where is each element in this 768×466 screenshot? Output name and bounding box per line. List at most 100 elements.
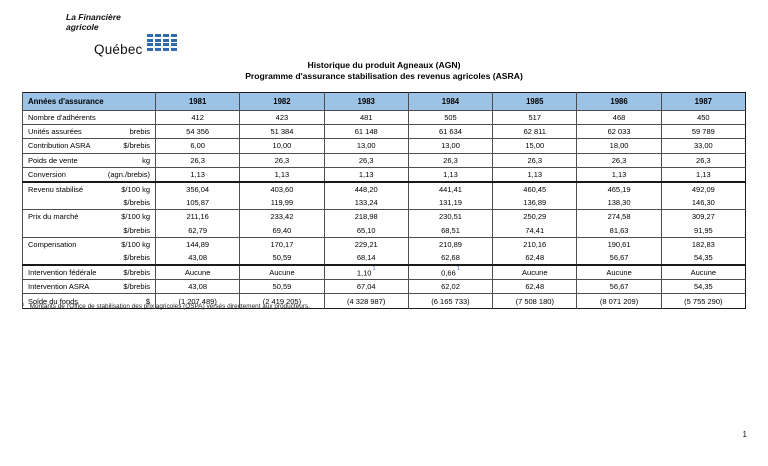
- value-cell: 481: [323, 109, 409, 125]
- value-cell: 309,27: [660, 209, 746, 224]
- value-cell: 26,3: [407, 152, 493, 168]
- value-cell: 517: [492, 109, 577, 125]
- value-cell: 1,13: [576, 166, 662, 182]
- header-year-1986: 1986: [576, 92, 662, 111]
- value-cell: 210,16: [492, 236, 577, 251]
- row-label: Intervention fédérale: [28, 268, 97, 278]
- value-cell: 43,08: [154, 250, 240, 266]
- value-cell: 54 356: [154, 124, 240, 139]
- value-cell: 26,3: [492, 152, 577, 168]
- value-cell: 56,67: [576, 250, 662, 266]
- value-cell: 62,79: [154, 223, 240, 238]
- page-number: 1: [742, 430, 747, 439]
- row-label-cell: $/brebis: [22, 250, 156, 266]
- logo-line2: agricole: [66, 21, 99, 32]
- value-cell: 1,13: [492, 166, 577, 182]
- row-label-cell: Contribution ASRA $/brebis: [22, 138, 156, 154]
- value-cell: Aucune: [492, 264, 577, 280]
- row-label-cell: $/brebis: [22, 223, 156, 238]
- value-cell: 492,09: [660, 180, 746, 197]
- value-cell: 13,00: [407, 138, 493, 154]
- value-cell: 423: [239, 109, 325, 125]
- value-cell: 56,67: [576, 279, 662, 294]
- value-cell: 67,04: [323, 279, 409, 294]
- row-label-cell: Prix du marché $/100 kg: [22, 209, 156, 224]
- value-cell: 356,04: [154, 180, 240, 197]
- value-cell: 412: [154, 109, 240, 125]
- value-cell: 105,87: [154, 196, 240, 210]
- table-row: Compensation $/100 kg 144,89 170,17 229,21 21…: [22, 236, 746, 251]
- table-row: Nombre d'adhérents 412 423 481 505 517 468 450: [22, 109, 746, 125]
- header-year-1984: 1984: [407, 92, 493, 111]
- value-cell: 61 148: [323, 124, 409, 139]
- value-cell: 468: [576, 109, 662, 125]
- header-label: Années d'assurance: [22, 92, 156, 111]
- table-row: Intervention fédérale $/brebis Aucune Aucun…: [22, 264, 746, 280]
- value-cell: 50,59: [239, 250, 325, 266]
- value-cell: 15,00: [492, 138, 577, 154]
- value-cell: 230,51: [407, 209, 493, 224]
- table-row: Conversion (agn./brebis) 1,13 1,13 1,13 1,13 1…: [22, 166, 746, 182]
- value-cell: 403,60: [239, 180, 325, 197]
- value-cell: 190,61: [576, 236, 662, 251]
- value-cell: 54,35: [660, 250, 746, 266]
- value-cell: 233,42: [239, 209, 325, 224]
- value-cell: 1,13: [323, 166, 409, 182]
- row-label-cell: Intervention ASRA $/brebis: [22, 279, 156, 294]
- header-year-1982: 1982: [239, 92, 325, 111]
- row-label: Contribution ASRA: [28, 141, 91, 151]
- value-cell: 211,16: [154, 209, 240, 224]
- value-cell: 170,17: [239, 236, 325, 251]
- row-label: Revenu stabilisé: [28, 185, 84, 195]
- asra-history-table: Années d'assurance 1981 1982 1983 1984 1985 1…: [22, 92, 746, 309]
- value-cell: 51 384: [239, 124, 325, 139]
- row-label-cell: Poids de vente kg: [22, 152, 156, 168]
- value-cell: 1,13: [239, 166, 325, 182]
- value-cell: 62 811: [492, 124, 577, 139]
- footnote-text: Montants de l'Office de stabilisation de…: [29, 303, 310, 310]
- value-cell: 119,99: [239, 196, 325, 210]
- value-cell: (2 419 205): [239, 293, 325, 309]
- value-cell: 62,02: [407, 279, 493, 294]
- value-cell: 59 789: [660, 124, 746, 139]
- row-label: Unités assurées: [28, 127, 82, 137]
- value-cell: Aucune: [154, 264, 240, 280]
- row-unit: $/100 kg: [121, 212, 150, 222]
- value-cell: (8 071 209): [576, 293, 662, 309]
- row-unit: (agn./brebis): [107, 169, 150, 179]
- title-line2: Programme d'assurance stabilisation des …: [245, 71, 523, 81]
- row-label: Conversion: [28, 169, 66, 179]
- row-unit: $/brebis: [123, 198, 150, 208]
- row-label-cell: Solde du fonds $: [22, 293, 156, 309]
- value-cell: 26,3: [323, 152, 409, 168]
- row-unit: $: [145, 296, 150, 306]
- value-cell: 138,30: [576, 196, 662, 210]
- value-cell: 0,661: [407, 264, 493, 280]
- value-cell: (1 207 489): [154, 293, 240, 309]
- value-cell: (5 755 290): [660, 293, 746, 309]
- value-cell: 144,89: [154, 236, 240, 251]
- value-cell: 33,00: [660, 138, 746, 154]
- value-cell: 62,48: [492, 250, 577, 266]
- value-cell: Aucune: [576, 264, 662, 280]
- value-cell: 91,95: [660, 223, 746, 238]
- value-cell: 54,35: [660, 279, 746, 294]
- value-cell: 69,40: [239, 223, 325, 238]
- table-header-row: Années d'assurance 1981 1982 1983 1984 1985 1…: [22, 92, 746, 111]
- value-cell: (4 328 987): [323, 293, 409, 309]
- table-row: $/brebis 62,79 69,40 65,10 68,51 74,41 81,63 91…: [22, 223, 746, 238]
- table-row: Prix du marché $/100 kg 211,16 233,42 218,98…: [22, 209, 746, 224]
- header-year-1987: 1987: [660, 92, 746, 111]
- value-cell: 1,13: [660, 166, 746, 182]
- value-cell: 1,101: [323, 264, 409, 280]
- row-unit: $/brebis: [123, 252, 150, 262]
- table-row: Poids de vente kg 26,3 26,3 26,3 26,3 26,3 26,3…: [22, 152, 746, 168]
- table-row: Revenu stabilisé $/100 kg 356,04 403,60 448,…: [22, 180, 746, 197]
- value-cell: 18,00: [576, 138, 662, 154]
- value-cell: Aucune: [660, 264, 746, 280]
- footnote-marker: 1: [22, 303, 25, 308]
- row-unit: $/brebis: [123, 268, 150, 278]
- value-cell: 274,58: [576, 209, 662, 224]
- row-label-cell: Nombre d'adhérents: [22, 109, 156, 125]
